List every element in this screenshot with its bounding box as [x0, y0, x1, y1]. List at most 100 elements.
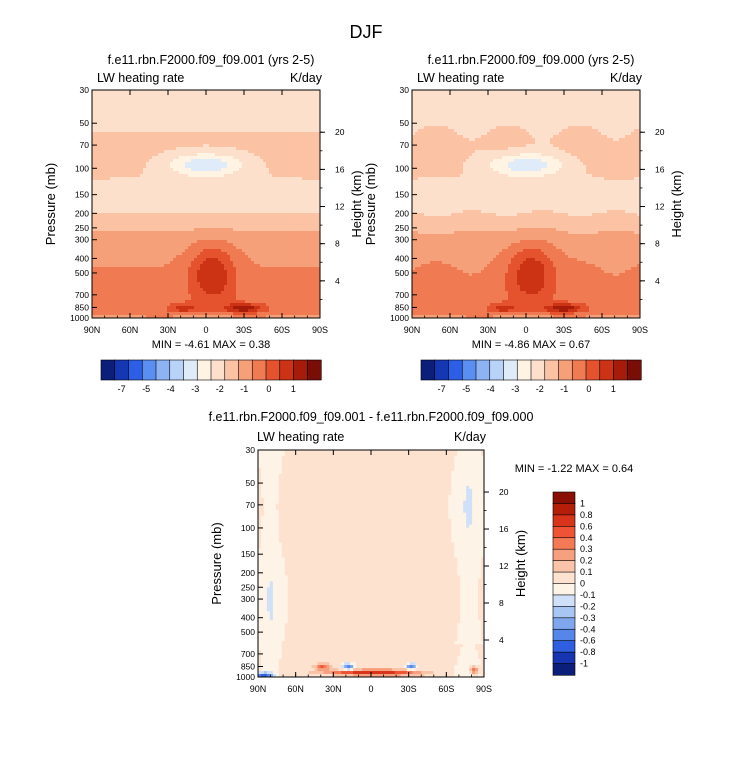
- heatmap-cell: [209, 207, 212, 210]
- heatmap-cell: [98, 117, 101, 120]
- heatmap-cell: [203, 135, 206, 138]
- heatmap-cell: [227, 102, 230, 105]
- heatmap-cell: [128, 267, 131, 270]
- heatmap-cell: [311, 150, 314, 153]
- heatmap-cell: [218, 99, 221, 102]
- heatmap-cell: [146, 225, 149, 228]
- heatmap-cell: [137, 219, 140, 222]
- heatmap-cell: [263, 282, 266, 285]
- heatmap-cell: [140, 237, 143, 240]
- heatmap-cell: [224, 198, 227, 201]
- heatmap-cell: [224, 219, 227, 222]
- heatmap-cell: [146, 243, 149, 246]
- heatmap-cell: [170, 267, 173, 270]
- heatmap-cell: [158, 276, 161, 279]
- heatmap-cell: [305, 102, 308, 105]
- heatmap-cell: [200, 219, 203, 222]
- heatmap-cell: [269, 174, 272, 177]
- heatmap-cell: [257, 150, 260, 153]
- heatmap-cell: [293, 171, 296, 174]
- heatmap-cell: [167, 171, 170, 174]
- heatmap-cell: [248, 186, 251, 189]
- heatmap-cell: [251, 156, 254, 159]
- heatmap-cell: [179, 165, 182, 168]
- heatmap-cell: [101, 168, 104, 171]
- heatmap-cell: [143, 105, 146, 108]
- heatmap-cell: [212, 144, 215, 147]
- heatmap-cell: [185, 150, 188, 153]
- heatmap-cell: [167, 126, 170, 129]
- heatmap-cell: [107, 255, 110, 258]
- heatmap-cell: [152, 207, 155, 210]
- heatmap-cell: [98, 270, 101, 273]
- heatmap-cell: [167, 210, 170, 213]
- heatmap-cell: [161, 237, 164, 240]
- heatmap-cell: [197, 273, 200, 276]
- heatmap-cell: [215, 126, 218, 129]
- heatmap-cell: [167, 165, 170, 168]
- heatmap-cell: [122, 252, 125, 255]
- heatmap-cell: [284, 255, 287, 258]
- heatmap-cell: [101, 177, 104, 180]
- heatmap-cell: [281, 198, 284, 201]
- heatmap-cell: [269, 114, 272, 117]
- heatmap-cell: [164, 96, 167, 99]
- heatmap-cell: [119, 258, 122, 261]
- heatmap-cell: [119, 219, 122, 222]
- heatmap-cell: [158, 201, 161, 204]
- heatmap-cell: [152, 150, 155, 153]
- heatmap-cell: [173, 108, 176, 111]
- heatmap-cell: [134, 165, 137, 168]
- heatmap-cell: [254, 90, 257, 93]
- heatmap-cell: [245, 261, 248, 264]
- heatmap-cell: [197, 165, 200, 168]
- heatmap-cell: [266, 198, 269, 201]
- heatmap-cell: [98, 276, 101, 279]
- heatmap-cell: [293, 213, 296, 216]
- heatmap-cell: [215, 108, 218, 111]
- heatmap-cell: [140, 225, 143, 228]
- heatmap-cell: [152, 267, 155, 270]
- heatmap-cell: [188, 252, 191, 255]
- heatmap-cell: [218, 117, 221, 120]
- heatmap-cell: [131, 171, 134, 174]
- heatmap-cell: [308, 192, 311, 195]
- heatmap-cell: [125, 225, 128, 228]
- heatmap-cell: [206, 282, 209, 285]
- heatmap-cell: [263, 219, 266, 222]
- heatmap-cell: [239, 111, 242, 114]
- heatmap-cell: [197, 249, 200, 252]
- heatmap-cell: [194, 96, 197, 99]
- heatmap-cell: [236, 141, 239, 144]
- heatmap-cell: [179, 111, 182, 114]
- heatmap-cell: [281, 117, 284, 120]
- heatmap-cell: [269, 186, 272, 189]
- heatmap-cell: [302, 222, 305, 225]
- heatmap-cell: [233, 285, 236, 288]
- heatmap-cell: [191, 231, 194, 234]
- heatmap-cell: [164, 111, 167, 114]
- heatmap-cell: [107, 138, 110, 141]
- heatmap-cell: [122, 225, 125, 228]
- heatmap-cell: [107, 99, 110, 102]
- heatmap-cell: [251, 174, 254, 177]
- heatmap-cell: [173, 129, 176, 132]
- heatmap-cell: [98, 192, 101, 195]
- heatmap-cell: [242, 252, 245, 255]
- heatmap-cell: [110, 177, 113, 180]
- heatmap-cell: [251, 234, 254, 237]
- heatmap-cell: [278, 225, 281, 228]
- heatmap-cell: [260, 216, 263, 219]
- heatmap-cell: [116, 120, 119, 123]
- heatmap-cell: [158, 141, 161, 144]
- heatmap-cell: [293, 198, 296, 201]
- heatmap-cell: [158, 219, 161, 222]
- heatmap-cell: [215, 240, 218, 243]
- heatmap-cell: [128, 96, 131, 99]
- heatmap-cell: [185, 276, 188, 279]
- heatmap-cell: [299, 225, 302, 228]
- heatmap-cell: [179, 117, 182, 120]
- heatmap-cell: [269, 162, 272, 165]
- heatmap-cell: [224, 213, 227, 216]
- heatmap-cell: [149, 186, 152, 189]
